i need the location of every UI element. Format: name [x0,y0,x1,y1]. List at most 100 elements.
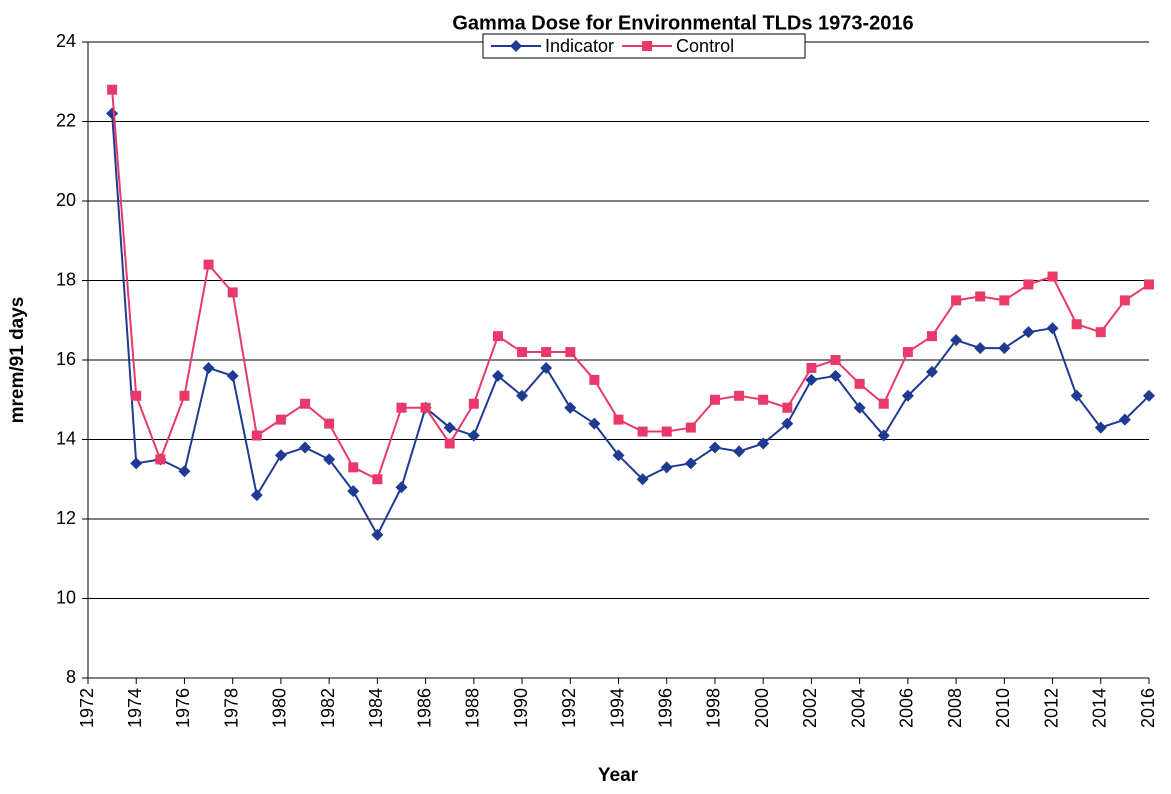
marker [926,331,937,342]
marker [877,429,890,442]
x-tick-label: 1986 [414,688,434,728]
marker [829,369,842,382]
marker [491,369,504,382]
marker [395,481,408,494]
marker [1118,413,1131,426]
x-tick-label: 1984 [366,688,386,728]
x-tick-label: 1988 [463,688,483,728]
marker [709,394,720,405]
marker [226,369,239,382]
marker [734,390,745,401]
x-tick-label: 2000 [752,688,772,728]
x-tick-label: 2014 [1090,688,1110,728]
marker [106,107,119,120]
x-tick-label: 1996 [655,688,675,728]
x-tick-label: 1998 [704,688,724,728]
marker [589,374,600,385]
marker [636,473,649,486]
marker [1143,389,1155,402]
marker [757,437,770,450]
marker [642,41,653,51]
marker [443,421,456,434]
marker [517,347,528,358]
marker [830,355,841,365]
marker [708,441,721,454]
marker [203,259,214,270]
marker [1023,279,1034,290]
x-tick-label: 2004 [848,688,868,728]
chart-title: Gamma Dose for Environmental TLDs 1973-2… [452,12,913,34]
y-tick-label: 20 [56,190,76,210]
marker [1046,322,1059,335]
marker [1047,271,1058,282]
x-tick-label: 1980 [270,688,290,728]
marker [347,485,360,498]
marker [637,426,648,437]
marker [372,474,383,485]
marker [178,465,191,478]
x-tick-label: 1994 [607,688,627,728]
x-tick-label: 1974 [125,688,145,728]
marker [685,422,696,433]
marker [274,449,287,462]
marker [806,362,817,373]
marker [420,402,431,413]
y-tick-label: 24 [56,31,76,51]
y-tick-label: 10 [56,587,76,607]
marker [250,489,263,502]
marker [660,461,673,474]
marker [1071,319,1082,330]
marker [951,295,962,306]
marker [1095,327,1106,338]
marker [179,390,190,401]
marker [661,426,672,437]
legend-label: Control [676,36,734,56]
marker [974,342,987,355]
marker [130,457,143,470]
marker [1094,421,1107,434]
series-line [111,113,1150,538]
marker [782,402,793,413]
marker [275,414,286,425]
marker [758,394,769,405]
marker [299,441,312,454]
marker [975,291,986,302]
marker [516,389,529,402]
marker [251,430,262,441]
x-tick-label: 2006 [897,688,917,728]
marker [998,342,1011,355]
marker [371,528,384,541]
x-tick-label: 1972 [77,688,97,728]
marker [131,390,142,401]
marker [202,361,215,374]
marker [444,438,455,449]
x-tick-label: 1990 [511,688,531,728]
x-tick-label: 2012 [1041,688,1061,728]
marker [925,365,938,378]
x-tick-label: 2008 [945,688,965,728]
marker [300,398,311,409]
marker [1144,279,1154,290]
marker [1022,326,1035,339]
marker [1070,389,1083,402]
y-tick-label: 16 [56,349,76,369]
marker [324,418,335,429]
marker [999,295,1010,306]
marker [733,445,746,458]
marker [853,401,866,414]
marker [1119,295,1130,306]
marker [613,414,624,425]
marker [878,398,889,409]
marker [492,331,503,342]
marker [107,84,118,95]
marker [564,401,577,414]
marker [901,389,914,402]
x-tick-label: 1978 [221,688,241,728]
y-tick-label: 18 [56,269,76,289]
marker [540,361,553,374]
marker [348,462,359,473]
x-tick-label: 1976 [173,688,193,728]
marker [468,398,479,409]
x-tick-label: 2016 [1138,688,1158,728]
